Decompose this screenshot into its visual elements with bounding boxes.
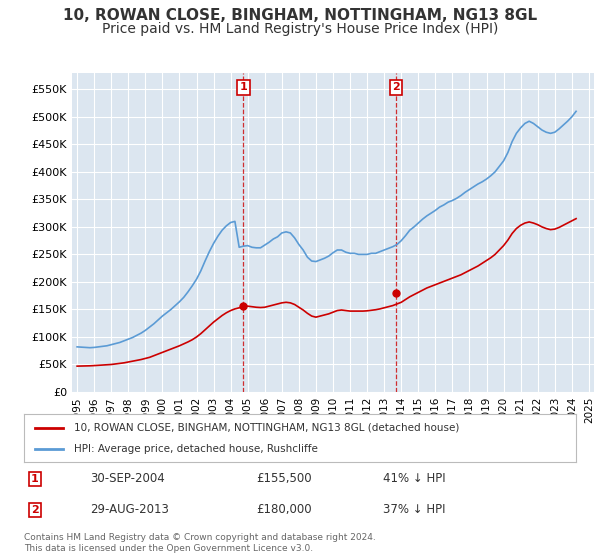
Text: £155,500: £155,500 [256, 473, 311, 486]
Text: 30-SEP-2004: 30-SEP-2004 [90, 473, 165, 486]
Text: 2: 2 [392, 82, 400, 92]
Text: Contains HM Land Registry data © Crown copyright and database right 2024.
This d: Contains HM Land Registry data © Crown c… [24, 533, 376, 553]
Text: 41% ↓ HPI: 41% ↓ HPI [383, 473, 445, 486]
Text: £180,000: £180,000 [256, 503, 311, 516]
Text: Price paid vs. HM Land Registry's House Price Index (HPI): Price paid vs. HM Land Registry's House … [102, 22, 498, 36]
Text: HPI: Average price, detached house, Rushcliffe: HPI: Average price, detached house, Rush… [74, 444, 317, 454]
Text: 2: 2 [31, 505, 39, 515]
Text: 1: 1 [239, 82, 247, 92]
Text: 10, ROWAN CLOSE, BINGHAM, NOTTINGHAM, NG13 8GL (detached house): 10, ROWAN CLOSE, BINGHAM, NOTTINGHAM, NG… [74, 423, 459, 433]
Text: 1: 1 [31, 474, 39, 484]
Text: 29-AUG-2013: 29-AUG-2013 [90, 503, 169, 516]
Text: 10, ROWAN CLOSE, BINGHAM, NOTTINGHAM, NG13 8GL: 10, ROWAN CLOSE, BINGHAM, NOTTINGHAM, NG… [63, 8, 537, 24]
Text: 37% ↓ HPI: 37% ↓ HPI [383, 503, 445, 516]
